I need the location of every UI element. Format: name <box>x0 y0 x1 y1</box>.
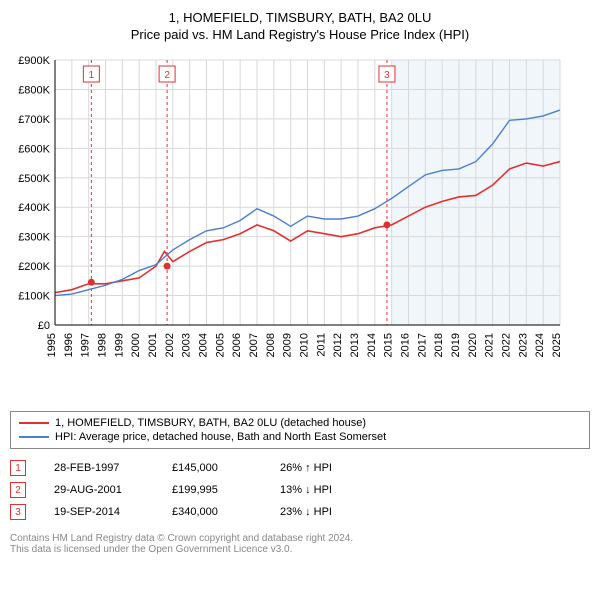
sale-marker: 3 <box>10 504 26 520</box>
svg-text:2022: 2022 <box>501 333 513 357</box>
svg-text:£100K: £100K <box>18 291 50 303</box>
svg-text:2019: 2019 <box>450 333 462 357</box>
footer-line1: Contains HM Land Registry data © Crown c… <box>10 533 590 544</box>
svg-text:2021: 2021 <box>484 333 496 357</box>
svg-text:1995: 1995 <box>46 333 58 357</box>
sale-date: 29-AUG-2001 <box>54 484 144 496</box>
sale-price: £145,000 <box>172 462 252 474</box>
svg-text:2002: 2002 <box>164 333 176 357</box>
legend-row: HPI: Average price, detached house, Bath… <box>19 430 581 444</box>
svg-text:1998: 1998 <box>97 333 109 357</box>
svg-text:£600K: £600K <box>18 143 50 155</box>
svg-text:£700K: £700K <box>18 114 50 126</box>
svg-text:2004: 2004 <box>198 333 210 357</box>
svg-text:2010: 2010 <box>299 333 311 357</box>
sale-hpi-delta: 26% ↑ HPI <box>280 462 360 474</box>
svg-text:£500K: £500K <box>18 173 50 185</box>
title-subtitle: Price paid vs. HM Land Registry's House … <box>10 27 590 42</box>
sales-table: 1 28-FEB-1997 £145,000 26% ↑ HPI 2 29-AUG-200… <box>10 457 590 523</box>
svg-text:2006: 2006 <box>231 333 243 357</box>
svg-text:£900K: £900K <box>18 55 50 67</box>
svg-text:2014: 2014 <box>366 333 378 357</box>
svg-text:2005: 2005 <box>214 333 226 357</box>
svg-text:2009: 2009 <box>282 333 294 357</box>
svg-text:2017: 2017 <box>416 333 428 357</box>
legend: 1, HOMEFIELD, TIMSBURY, BATH, BA2 0LU (d… <box>10 411 590 449</box>
footer-line2: This data is licensed under the Open Gov… <box>10 544 590 555</box>
sale-marker: 1 <box>10 460 26 476</box>
svg-text:£400K: £400K <box>18 202 50 214</box>
svg-text:3: 3 <box>384 70 390 81</box>
sale-hpi-delta: 13% ↓ HPI <box>280 484 360 496</box>
svg-text:2025: 2025 <box>551 333 563 357</box>
legend-label: HPI: Average price, detached house, Bath… <box>55 431 386 443</box>
sale-date: 19-SEP-2014 <box>54 506 144 518</box>
svg-text:2003: 2003 <box>181 333 193 357</box>
svg-text:2011: 2011 <box>315 333 327 357</box>
sale-price: £340,000 <box>172 506 252 518</box>
svg-text:2007: 2007 <box>248 333 260 357</box>
svg-text:£200K: £200K <box>18 261 50 273</box>
legend-label: 1, HOMEFIELD, TIMSBURY, BATH, BA2 0LU (d… <box>55 417 366 429</box>
chart-titles: 1, HOMEFIELD, TIMSBURY, BATH, BA2 0LU Pr… <box>10 10 590 42</box>
svg-text:2: 2 <box>164 70 170 81</box>
svg-text:£300K: £300K <box>18 232 50 244</box>
sale-row: 2 29-AUG-2001 £199,995 13% ↓ HPI <box>10 479 590 501</box>
svg-text:1997: 1997 <box>80 333 92 357</box>
svg-text:2020: 2020 <box>467 333 479 357</box>
svg-text:1: 1 <box>89 70 95 81</box>
svg-text:2013: 2013 <box>349 333 361 357</box>
sale-row: 3 19-SEP-2014 £340,000 23% ↓ HPI <box>10 501 590 523</box>
svg-text:2012: 2012 <box>332 333 344 357</box>
sale-hpi-delta: 23% ↓ HPI <box>280 506 360 518</box>
title-address: 1, HOMEFIELD, TIMSBURY, BATH, BA2 0LU <box>10 10 590 25</box>
sale-marker: 2 <box>10 482 26 498</box>
svg-text:2000: 2000 <box>130 333 142 357</box>
svg-text:£800K: £800K <box>18 84 50 96</box>
sale-row: 1 28-FEB-1997 £145,000 26% ↑ HPI <box>10 457 590 479</box>
sale-price: £199,995 <box>172 484 252 496</box>
svg-text:2008: 2008 <box>265 333 277 357</box>
svg-text:1996: 1996 <box>63 333 75 357</box>
svg-text:2001: 2001 <box>147 333 159 357</box>
svg-text:2015: 2015 <box>383 333 395 357</box>
footer-attribution: Contains HM Land Registry data © Crown c… <box>10 533 590 555</box>
svg-text:2024: 2024 <box>534 333 546 357</box>
svg-text:2016: 2016 <box>400 333 412 357</box>
svg-text:£0: £0 <box>38 320 50 332</box>
svg-text:2018: 2018 <box>433 333 445 357</box>
svg-text:1999: 1999 <box>113 333 125 357</box>
svg-text:2023: 2023 <box>517 333 529 357</box>
legend-swatch <box>19 422 49 424</box>
legend-swatch <box>19 436 49 438</box>
price-chart: £0 £100K £200K £300K £400K £500K £600K £700K £80… <box>10 50 590 405</box>
legend-row: 1, HOMEFIELD, TIMSBURY, BATH, BA2 0LU (d… <box>19 416 581 430</box>
sale-date: 28-FEB-1997 <box>54 462 144 474</box>
